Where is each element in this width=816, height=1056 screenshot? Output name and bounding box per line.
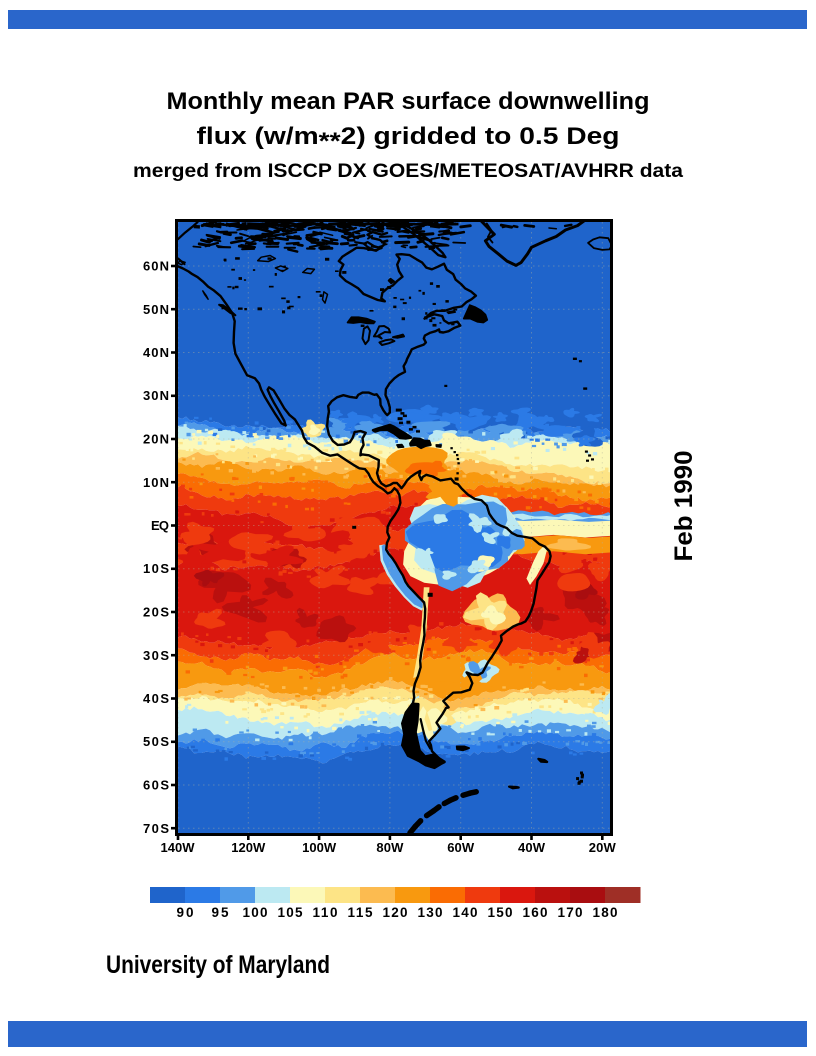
svg-text:20N: 20N [143, 432, 169, 447]
svg-text:115: 115 [348, 905, 373, 920]
svg-text:EQ: EQ [151, 518, 169, 533]
svg-text:120W: 120W [231, 840, 266, 855]
svg-text:40S: 40S [143, 691, 169, 706]
svg-text:60S: 60S [143, 778, 169, 793]
svg-text:10N: 10N [143, 475, 169, 490]
svg-text:40W: 40W [518, 840, 546, 855]
svg-text:110: 110 [313, 905, 338, 920]
svg-text:flux (w/m**2) gridded to 0.5 D: flux (w/m ** 2) gridded to 0.5 Deg [197, 123, 620, 155]
svg-text:50N: 50N [143, 302, 169, 317]
svg-text:180: 180 [593, 905, 618, 920]
svg-text:40N: 40N [143, 345, 169, 360]
svg-text:140: 140 [453, 905, 478, 920]
svg-text:Feb 1990: Feb 1990 [670, 451, 698, 562]
svg-text:90: 90 [177, 905, 194, 920]
svg-text:100: 100 [243, 905, 268, 920]
svg-text:10S: 10S [143, 561, 169, 576]
svg-text:50S: 50S [143, 734, 169, 749]
svg-text:130: 130 [418, 905, 443, 920]
svg-text:University of Maryland: University of Maryland [106, 951, 330, 979]
svg-text:30S: 30S [143, 648, 169, 663]
svg-text:70S: 70S [143, 821, 169, 836]
svg-text:30N: 30N [143, 388, 169, 403]
svg-text:170: 170 [558, 905, 583, 920]
svg-text:100W: 100W [302, 840, 337, 855]
svg-text:105: 105 [278, 905, 303, 920]
svg-text:merged from ISCCP DX GOES/METE: merged from ISCCP DX GOES/METEOSAT/AVHRR… [133, 160, 683, 182]
svg-text:80W: 80W [376, 840, 404, 855]
svg-text:20W: 20W [589, 840, 617, 855]
svg-text:95: 95 [212, 905, 229, 920]
svg-text:60W: 60W [447, 840, 475, 855]
svg-text:60N: 60N [143, 259, 169, 274]
svg-text:150: 150 [488, 905, 513, 920]
svg-text:140W: 140W [161, 840, 196, 855]
svg-text:120: 120 [383, 905, 408, 920]
svg-text:20S: 20S [143, 605, 169, 620]
svg-text:Monthly mean PAR surface downw: Monthly mean PAR surface downwelling [167, 88, 650, 115]
svg-text:160: 160 [523, 905, 548, 920]
